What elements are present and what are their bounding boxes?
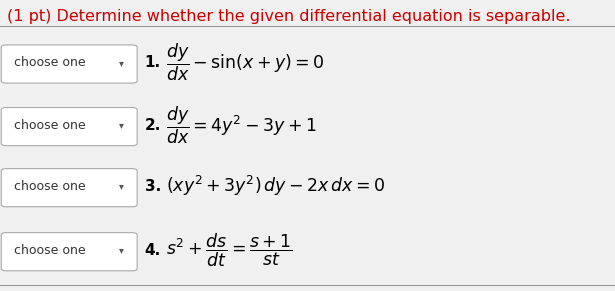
Text: 2.: 2. [145,118,161,133]
FancyBboxPatch shape [1,108,137,146]
Text: ▾: ▾ [119,58,124,68]
Text: ▾: ▾ [119,120,124,130]
FancyBboxPatch shape [1,169,137,207]
FancyBboxPatch shape [1,233,137,271]
Text: 1.: 1. [145,55,161,70]
Text: ▾: ▾ [119,182,124,191]
Text: (1 pt) Determine whether the given differential equation is separable.: (1 pt) Determine whether the given diffe… [7,9,571,24]
Text: choose one: choose one [14,119,85,132]
Text: $(xy^2 + 3y^2)\,dy - 2x\,dx = 0$: $(xy^2 + 3y^2)\,dy - 2x\,dx = 0$ [166,174,385,198]
FancyBboxPatch shape [1,45,137,83]
Text: choose one: choose one [14,244,85,257]
Text: 4.: 4. [145,243,161,258]
Text: choose one: choose one [14,56,85,69]
Text: $\dfrac{dy}{dx} = 4y^2 - 3y + 1$: $\dfrac{dy}{dx} = 4y^2 - 3y + 1$ [166,104,317,146]
Text: 3.: 3. [145,179,161,194]
Text: ▾: ▾ [119,246,124,255]
Text: $\dfrac{dy}{dx} - \sin(x + y) = 0$: $\dfrac{dy}{dx} - \sin(x + y) = 0$ [166,42,324,83]
Text: choose one: choose one [14,180,85,193]
Text: $s^2 + \dfrac{ds}{dt} = \dfrac{s+1}{st}$: $s^2 + \dfrac{ds}{dt} = \dfrac{s+1}{st}$ [166,232,293,269]
